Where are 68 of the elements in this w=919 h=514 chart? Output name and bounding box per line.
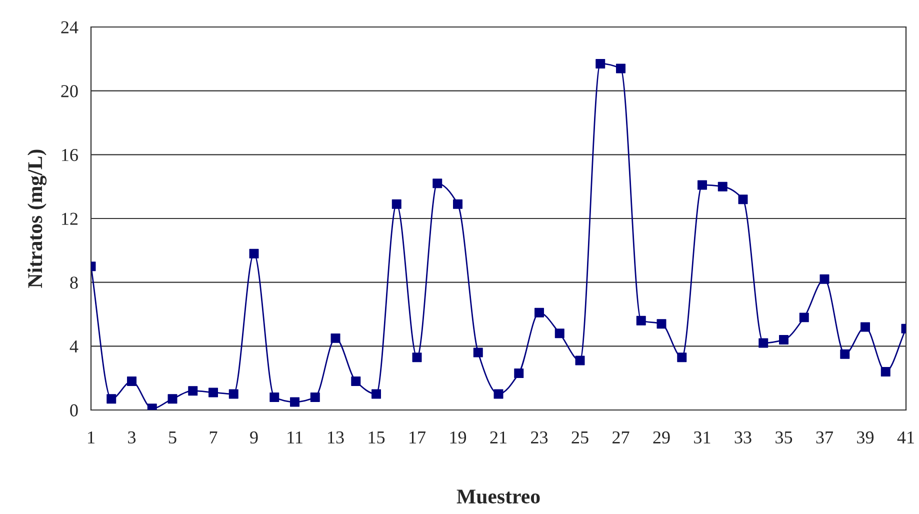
y-tick-label: 4: [70, 340, 78, 352]
point: [799, 312, 809, 322]
point: [168, 394, 178, 404]
point: [616, 64, 626, 74]
point: [840, 349, 850, 359]
x-tick-label: 33: [734, 431, 752, 444]
y-axis-title: Nitratos (mg/L): [28, 150, 47, 288]
point: [432, 178, 442, 188]
x-tick-label: 29: [653, 431, 670, 444]
point: [880, 366, 890, 376]
x-tick-label: 13: [328, 431, 344, 444]
x-tick-label: 23: [531, 431, 548, 444]
point: [412, 352, 422, 362]
point: [738, 194, 748, 204]
point: [596, 58, 606, 68]
point: [698, 180, 707, 190]
x-tick-label: 37: [816, 431, 834, 444]
point: [270, 392, 280, 402]
point: [188, 386, 198, 396]
point: [677, 352, 687, 362]
point: [208, 388, 218, 398]
x-tick-label: 3: [128, 431, 136, 444]
y-tick-label: 12: [62, 212, 78, 225]
y-tick-label: 0: [70, 404, 78, 416]
x-axis-title: Muestreo: [456, 490, 540, 504]
x-tick-label: 15: [368, 431, 385, 444]
y-tick-label: 24: [61, 21, 78, 34]
x-tick-label: 35: [776, 431, 792, 444]
point: [392, 199, 402, 209]
point: [228, 389, 238, 399]
x-tick-label: 19: [450, 431, 466, 444]
point: [758, 338, 768, 348]
x-tick-label: 27: [612, 431, 630, 444]
point: [372, 389, 381, 399]
y-tick-label: 20: [61, 85, 78, 98]
y-tick-label: 8: [70, 276, 78, 289]
point: [453, 199, 462, 209]
x-tick-label: 1: [88, 431, 94, 444]
point: [554, 328, 564, 338]
point: [351, 376, 361, 386]
point: [127, 376, 136, 386]
x-tick-label: 9: [250, 431, 258, 444]
point: [534, 308, 544, 318]
x-tick-label: 17: [410, 431, 426, 444]
x-tick-label: 5: [169, 432, 176, 444]
x-tick-label: 41: [897, 431, 914, 444]
point: [860, 322, 870, 332]
point: [290, 397, 300, 407]
y-tick-label: 16: [62, 148, 78, 162]
point: [779, 335, 788, 345]
point: [494, 389, 504, 399]
point: [656, 319, 666, 329]
point: [636, 316, 646, 326]
x-tick-label: 11: [288, 431, 302, 444]
x-tick-label: 21: [490, 431, 506, 444]
point: [514, 368, 524, 378]
x-tick-label: 39: [857, 431, 874, 444]
x-tick-label: 31: [694, 431, 710, 444]
point: [575, 356, 585, 366]
point: [106, 394, 116, 404]
point: [473, 348, 483, 358]
x-tick-label: 25: [572, 431, 588, 444]
point: [330, 333, 340, 343]
x-tick-label: 7: [210, 432, 218, 444]
point: [310, 392, 320, 402]
point: [249, 248, 259, 258]
point: [718, 182, 728, 192]
point: [820, 274, 830, 284]
